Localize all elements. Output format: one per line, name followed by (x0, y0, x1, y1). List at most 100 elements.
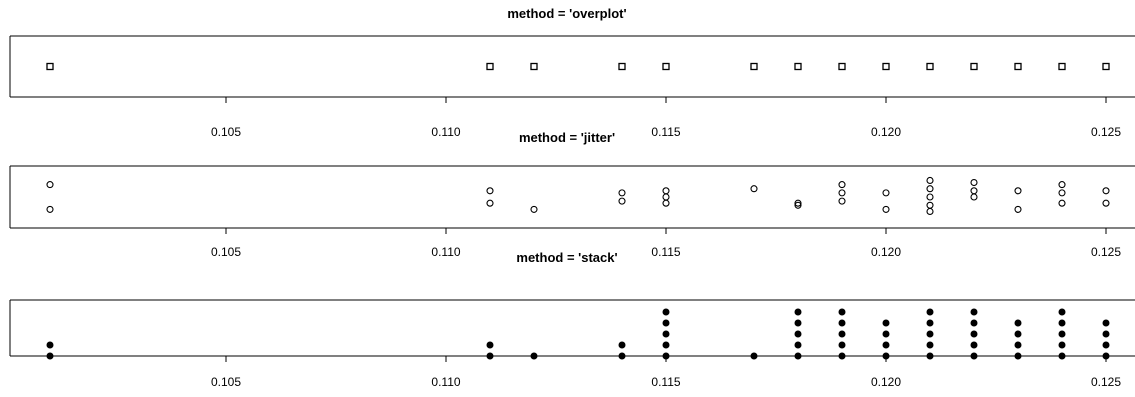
data-point (926, 341, 934, 349)
data-point (1014, 330, 1022, 338)
data-point (618, 341, 626, 349)
panel-stack: method = 'stack' 0.105 0.110 0.115 0.120 0.12… (9, 250, 1135, 389)
data-point (926, 62, 934, 71)
data-point (750, 185, 758, 193)
data-point (1014, 62, 1022, 71)
data-point (750, 352, 758, 360)
data-point (662, 341, 670, 349)
panel-title: method = 'overplot' (507, 6, 626, 21)
data-point (882, 330, 890, 338)
data-point (662, 199, 670, 207)
data-point (1058, 330, 1066, 338)
data-point (1058, 62, 1066, 71)
data-point (970, 178, 978, 187)
data-point (1102, 352, 1110, 360)
data-point (794, 62, 802, 71)
data-point (1102, 341, 1110, 349)
data-point (662, 193, 670, 201)
data-point (838, 181, 846, 189)
x-tick-label: 0.120 (871, 245, 901, 259)
data-point (882, 62, 890, 71)
x-tick-label: 0.120 (871, 375, 901, 389)
data-point (1102, 187, 1110, 195)
data-point (882, 341, 890, 349)
x-tick-label: 0.115 (651, 375, 680, 389)
data-point (530, 62, 538, 71)
data-point (1058, 341, 1066, 349)
data-point (926, 201, 934, 209)
data-point (662, 187, 670, 195)
data-point (926, 352, 934, 360)
data-point (46, 341, 54, 349)
panel-title: method = 'stack' (516, 250, 617, 265)
data-point (970, 193, 978, 201)
data-point (926, 193, 934, 201)
data-point (794, 199, 802, 207)
data-point (926, 176, 934, 185)
data-point (794, 341, 802, 349)
data-point (1014, 187, 1022, 195)
panel-overplot: method = 'overplot' 0.105 0.110 0.115 0.120 0… (9, 6, 1135, 139)
x-tick-label: 0.105 (211, 125, 241, 139)
panel-title: method = 'jitter' (519, 130, 615, 145)
data-point (618, 62, 626, 71)
data-point (926, 185, 934, 193)
data-point (882, 205, 890, 213)
x-tick-label: 0.120 (871, 125, 901, 139)
data-point (838, 319, 846, 327)
x-tick-label: 0.125 (1091, 245, 1121, 259)
x-tick-label: 0.110 (431, 125, 460, 139)
panel-jitter: method = 'jitter' 0.105 0.110 0.115 0.120 0.1… (9, 130, 1135, 259)
data-point (838, 352, 846, 360)
data-point (926, 319, 934, 327)
data-point (838, 197, 846, 205)
data-point (46, 352, 54, 360)
x-tick-label: 0.110 (431, 375, 460, 389)
data-point (1102, 199, 1110, 207)
data-point (662, 62, 670, 71)
data-point (970, 341, 978, 349)
data-point (1102, 62, 1110, 71)
x-tick-label: 0.110 (431, 245, 460, 259)
x-tick-label: 0.105 (211, 245, 241, 259)
data-point (882, 189, 890, 197)
data-point (1014, 319, 1022, 327)
data-point (794, 308, 802, 316)
data-point (970, 330, 978, 338)
data-point (486, 352, 494, 360)
data-point (882, 352, 890, 360)
x-tick-label: 0.115 (651, 125, 680, 139)
data-point (838, 189, 846, 197)
data-point (530, 352, 538, 360)
data-point (486, 62, 494, 71)
data-point (662, 352, 670, 360)
data-point (750, 62, 758, 71)
data-point (486, 341, 494, 349)
data-point (1102, 330, 1110, 338)
data-point (970, 308, 978, 316)
data-point (1058, 189, 1066, 197)
data-point (1102, 319, 1110, 327)
data-point (838, 62, 846, 71)
data-point (46, 205, 54, 213)
data-point (970, 62, 978, 71)
data-point (794, 352, 802, 360)
data-point (662, 319, 670, 327)
x-tick-label: 0.125 (1091, 125, 1121, 139)
x-tick-label: 0.115 (651, 245, 680, 259)
data-point (926, 308, 934, 316)
data-point (838, 308, 846, 316)
x-tick-label: 0.125 (1091, 375, 1121, 389)
data-point (1058, 319, 1066, 327)
data-point (970, 187, 978, 195)
data-point (530, 205, 538, 213)
data-point (1014, 341, 1022, 349)
data-point (486, 199, 494, 207)
data-point (882, 319, 890, 327)
data-point (662, 308, 670, 316)
data-point (46, 181, 54, 189)
data-point (618, 197, 626, 205)
data-point (970, 319, 978, 327)
